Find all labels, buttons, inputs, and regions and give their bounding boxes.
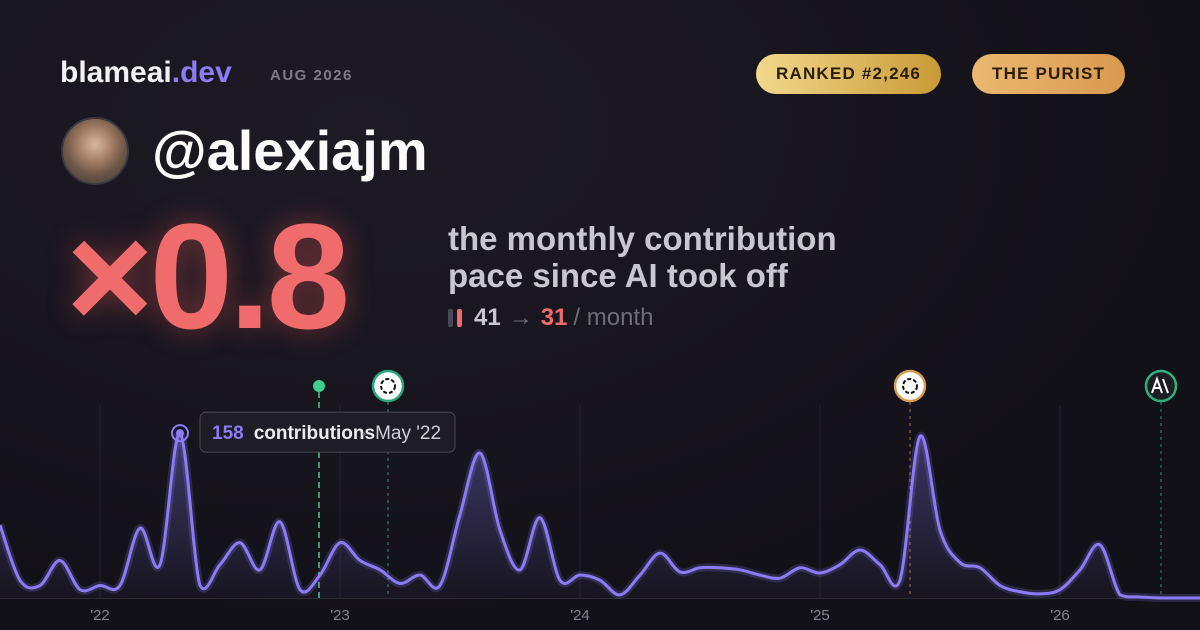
event-icon [1144,369,1178,403]
brand-name: blameai [60,56,172,89]
tooltip: 158 contributionsMay '22 [199,411,456,453]
brand: blameai.dev [60,56,232,90]
pace-icon [448,309,464,327]
rank-badge: RANKED #2,246 [756,54,942,94]
pace-after: 31 [540,304,568,331]
event-logo [902,378,918,394]
area [0,433,1200,598]
pace-unit: / month [573,304,654,331]
events [313,369,1178,598]
tooltip-sep [362,432,366,436]
x-tick-label: '24 [570,607,590,624]
avatar [61,117,129,185]
tooltip-date: May '22 [375,423,441,444]
pace-before: 41 [474,304,501,331]
date: AUG 2026 [270,67,353,84]
handle: @alexiajm [152,119,428,182]
event-logo [380,378,396,394]
event-icon [893,369,927,403]
tooltip-text: 158 contributionsMay '22 [212,423,441,444]
event-logo [1151,376,1169,394]
multiplier: ×0.8 [66,192,350,360]
tooltip-box [199,411,456,453]
event-dot [313,380,325,392]
pace: 41 → 31/ month [448,304,653,332]
point [176,429,184,438]
x-tick-label: '26 [1050,607,1070,624]
x-tick-label: '23 [330,607,350,624]
tooltip-value: 158 [212,423,244,444]
description: pace since AI took off [448,257,788,294]
point-highlight [171,424,189,443]
title-badge: THE PURIST [972,54,1126,94]
line [0,431,1200,600]
tooltip-series: contributions [254,423,375,444]
x-tick-label: '22 [90,607,110,624]
pace-arrow: → [508,304,533,331]
description: the monthly contribution [448,220,837,257]
x-tick-label: '25 [810,607,830,624]
brand-tld: .dev [171,56,232,89]
event-icon [371,369,405,403]
